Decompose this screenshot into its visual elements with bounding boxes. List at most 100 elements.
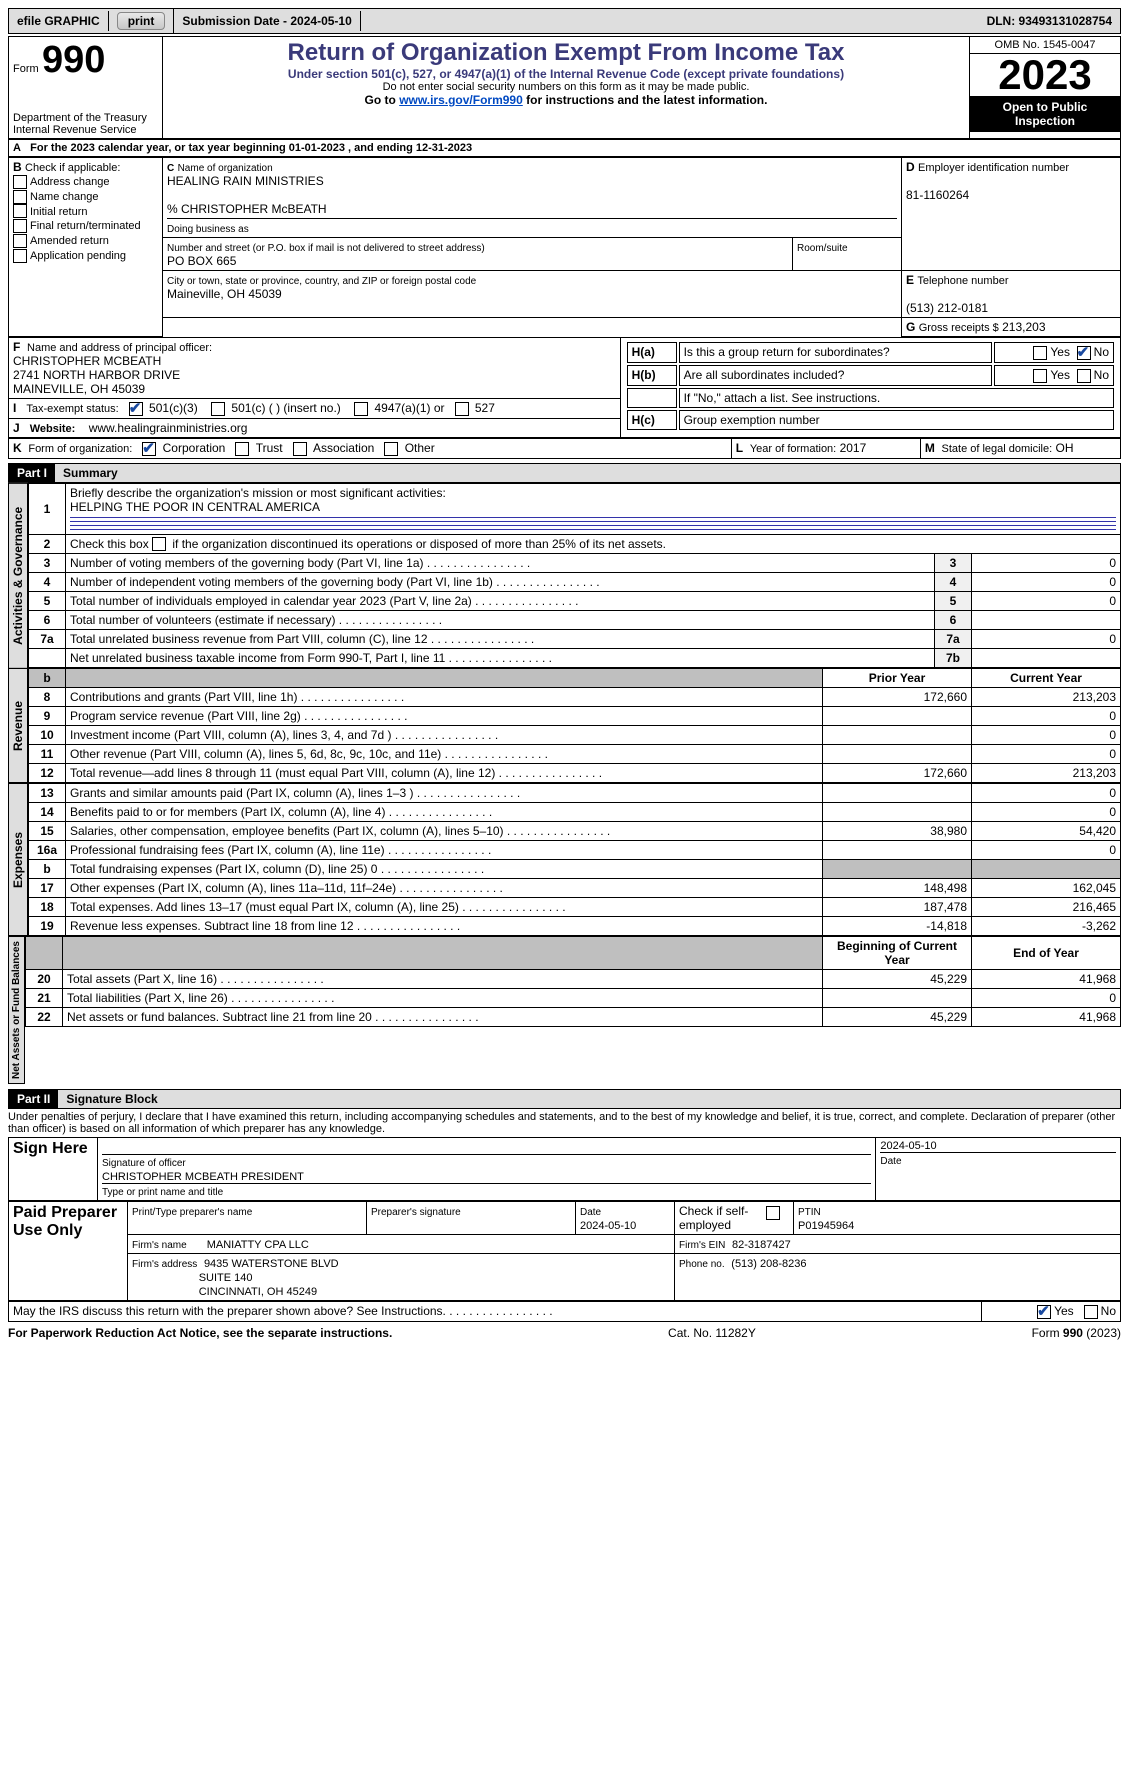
table-row: 19Revenue less expenses. Subtract line 1… — [29, 917, 1121, 936]
header-center: Return of Organization Exempt From Incom… — [163, 37, 970, 140]
governance-table: 1 Briefly describe the organization's mi… — [28, 483, 1121, 669]
box-i: I Tax-exempt status: 501(c)(3) 501(c) ( … — [9, 399, 621, 419]
box-m: M State of legal domicile: OH — [920, 438, 1120, 458]
table-row: 11Other revenue (Part VIII, column (A), … — [29, 745, 1121, 764]
cb-address-change[interactable] — [13, 175, 27, 189]
cb-hb-no[interactable] — [1077, 369, 1091, 383]
cb-discuss-no[interactable] — [1084, 1305, 1098, 1319]
cb-4947[interactable] — [354, 402, 368, 416]
klm-block: K Form of organization: Corporation Trus… — [8, 438, 1121, 459]
cb-discontinued[interactable] — [152, 537, 166, 551]
footer-right: Form 990 (2023) — [1032, 1326, 1121, 1340]
table-row: 22Net assets or fund balances. Subtract … — [26, 1008, 1121, 1027]
ptin: P01945964 — [798, 1220, 854, 1232]
table-row: 7aTotal unrelated business revenue from … — [29, 630, 1121, 649]
section-expenses: Expenses 13Grants and similar amounts pa… — [8, 783, 1121, 936]
table-row: 20Total assets (Part X, line 16) 45,2294… — [26, 970, 1121, 989]
tax-year: 2023 — [970, 54, 1120, 96]
side-label-net-assets: Net Assets or Fund Balances — [8, 936, 25, 1084]
org-name: HEALING RAIN MINISTRIES — [167, 174, 324, 188]
expenses-table: 13Grants and similar amounts paid (Part … — [28, 783, 1121, 936]
box-c-name: C Name of organization HEALING RAIN MINI… — [163, 158, 902, 238]
form-subtitle: Under section 501(c), 527, or 4947(a)(1)… — [167, 67, 965, 81]
table-row: 8Contributions and grants (Part VIII, li… — [29, 688, 1121, 707]
table-row: 16aProfessional fundraising fees (Part I… — [29, 841, 1121, 860]
efile-label: efile GRAPHIC — [9, 11, 109, 31]
side-label-revenue: Revenue — [8, 668, 28, 783]
box-h: H(a) Is this a group return for subordin… — [620, 338, 1120, 438]
box-b: B Check if applicable: Address change Na… — [9, 158, 163, 337]
form-header: Form 990 Department of the Treasury Inte… — [8, 36, 1121, 140]
cb-initial-return[interactable] — [13, 204, 27, 218]
dept-irs: Internal Revenue Service — [13, 124, 158, 136]
table-row: 18Total expenses. Add lines 13–17 (must … — [29, 898, 1121, 917]
cb-501c3[interactable] — [129, 402, 143, 416]
table-row: 15Salaries, other compensation, employee… — [29, 822, 1121, 841]
form-number: 990 — [42, 39, 105, 81]
net-assets-table: Beginning of Current Year End of Year 20… — [25, 936, 1121, 1027]
signature-block: Sign Here Signature of officer CHRISTOPH… — [8, 1137, 1121, 1201]
part1-header: Part I Summary — [8, 463, 1121, 483]
officer-name: CHRISTOPHER MCBEATH PRESIDENT — [102, 1171, 304, 1183]
section-governance: Activities & Governance 1 Briefly descri… — [8, 483, 1121, 669]
cb-final-return[interactable] — [13, 219, 27, 233]
cb-amended[interactable] — [13, 234, 27, 248]
box-f: F Name and address of principal officer:… — [9, 338, 621, 399]
box-g: G Gross receipts $ 213,203 — [902, 318, 1121, 337]
cb-corp[interactable] — [142, 442, 156, 456]
part2-header: Part II Signature Block — [8, 1089, 1121, 1109]
cb-hb-yes[interactable] — [1033, 369, 1047, 383]
firm-ein: 82-3187427 — [732, 1239, 791, 1251]
header-right: OMB No. 1545-0047 2023 Open to Public In… — [970, 37, 1121, 140]
cb-application-pending[interactable] — [13, 249, 27, 263]
table-row: 21Total liabilities (Part X, line 26) 0 — [26, 989, 1121, 1008]
side-label-expenses: Expenses — [8, 783, 28, 936]
form-title: Return of Organization Exempt From Incom… — [167, 39, 965, 67]
box-c-room: Room/suite — [793, 238, 902, 271]
table-row: 12Total revenue—add lines 8 through 11 (… — [29, 764, 1121, 783]
side-label-governance: Activities & Governance — [8, 483, 28, 669]
dln-label: DLN: 93493131028754 — [979, 11, 1120, 31]
cb-self-employed[interactable] — [766, 1206, 780, 1220]
table-row: 13Grants and similar amounts paid (Part … — [29, 784, 1121, 803]
cb-other[interactable] — [384, 442, 398, 456]
open-to-public: Open to Public Inspection — [970, 96, 1120, 132]
cb-assoc[interactable] — [293, 442, 307, 456]
table-row: bTotal fundraising expenses (Part IX, co… — [29, 860, 1121, 879]
box-c-street: Number and street (or P.O. box if mail i… — [163, 238, 793, 271]
print-button[interactable]: print — [117, 12, 166, 30]
cb-ha-yes[interactable] — [1033, 346, 1047, 360]
cb-501c[interactable] — [211, 402, 225, 416]
cb-name-change[interactable] — [13, 190, 27, 204]
dept-treasury: Department of the Treasury — [13, 112, 158, 124]
print-cell: print — [109, 9, 175, 33]
table-row: 10Investment income (Part VIII, column (… — [29, 726, 1121, 745]
cb-discuss-yes[interactable] — [1037, 1305, 1051, 1319]
paid-preparer-label: Paid Preparer Use Only — [9, 1201, 128, 1301]
sign-here-label: Sign Here — [9, 1137, 98, 1200]
section-revenue: Revenue b Prior Year Current Year 8Contr… — [8, 668, 1121, 783]
box-c-city: City or town, state or province, country… — [163, 271, 902, 318]
table-row: 14Benefits paid to or for members (Part … — [29, 803, 1121, 822]
col-begin-year: Beginning of Current Year — [823, 937, 972, 970]
ssn-warning: Do not enter social security numbers on … — [167, 81, 965, 93]
form-number-cell: Form 990 Department of the Treasury Inte… — [9, 37, 163, 140]
cb-trust[interactable] — [235, 442, 249, 456]
cb-ha-no[interactable] — [1077, 346, 1091, 360]
discuss-question: May the IRS discuss this return with the… — [9, 1302, 982, 1322]
cb-527[interactable] — [455, 402, 469, 416]
table-row: 9Program service revenue (Part VIII, lin… — [29, 707, 1121, 726]
gross-receipts: 213,203 — [1002, 320, 1045, 334]
section-net-assets: Net Assets or Fund Balances Beginning of… — [8, 936, 1121, 1084]
col-end-year: End of Year — [972, 937, 1121, 970]
top-bar: efile GRAPHIC print Submission Date - 20… — [8, 8, 1121, 34]
website: www.healingrainministries.org — [89, 421, 248, 435]
perjury-statement: Under penalties of perjury, I declare th… — [8, 1109, 1121, 1137]
submission-date: Submission Date - 2024-05-10 — [174, 11, 360, 31]
table-row: 5Total number of individuals employed in… — [29, 592, 1121, 611]
box-e: E Telephone number (513) 212-0181 — [902, 271, 1121, 318]
mission-text: HELPING THE POOR IN CENTRAL AMERICA — [70, 500, 320, 514]
street: PO BOX 665 — [167, 254, 236, 268]
irs-link[interactable]: www.irs.gov/Form990 — [399, 93, 523, 107]
prep-date: 2024-05-10 — [580, 1220, 636, 1232]
